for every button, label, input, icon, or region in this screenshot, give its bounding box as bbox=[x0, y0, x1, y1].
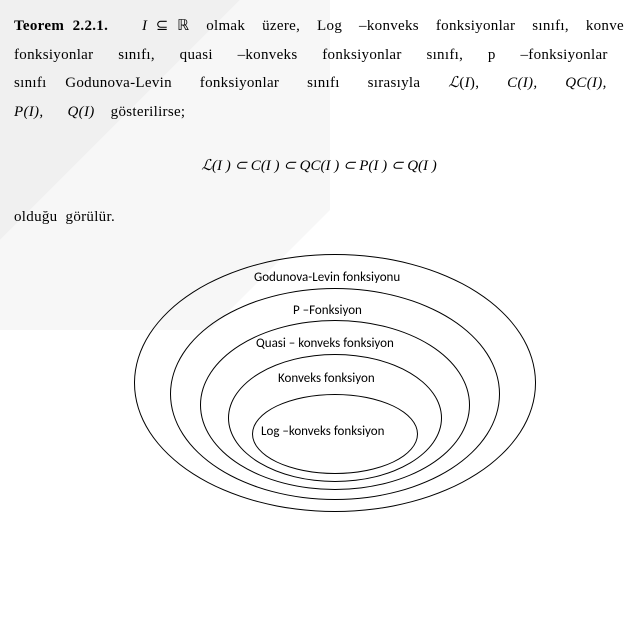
inclusion-formula: ℒ(I ) ⊂ C(I ) ⊂ QC(I ) ⊂ P(I ) ⊂ Q(I ) bbox=[14, 156, 624, 175]
ellipse-label-4: Log –konveks fonksiyon bbox=[261, 424, 384, 439]
theorem-paragraph: Teorem 2.2.1. I ⊆ ℝ olmak üzere, Log –ko… bbox=[14, 12, 624, 126]
ellipse-label-2: Quasi – konveks fonksiyon bbox=[256, 336, 394, 351]
conclusion-text: olduğu görülür. bbox=[14, 203, 624, 232]
theorem-label: Teorem 2.2.1. bbox=[14, 18, 108, 34]
ellipse-label-0: Godunova-Levin fonksiyonu bbox=[254, 270, 400, 285]
nested-sets-diagram: Godunova-Levin fonksiyonu P –Fonksiyon Qua… bbox=[134, 254, 534, 514]
ellipse-label-1: P –Fonksiyon bbox=[293, 303, 362, 318]
ellipse-label-3: Konveks fonksiyon bbox=[278, 371, 375, 386]
